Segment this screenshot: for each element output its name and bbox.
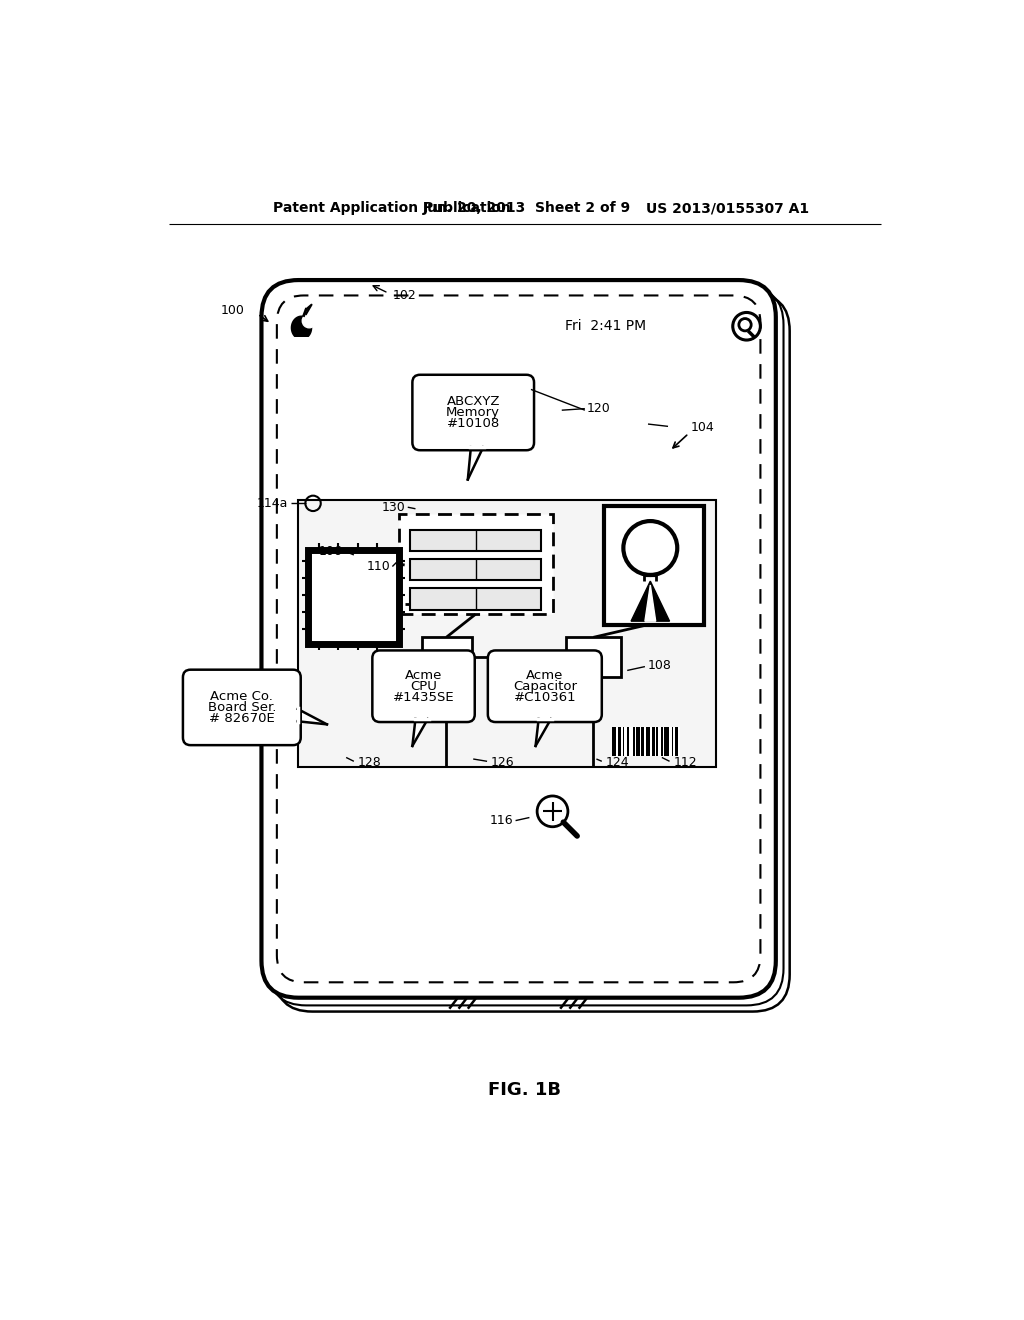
FancyBboxPatch shape (487, 651, 602, 722)
Bar (644, 726, 646, 756)
Text: FIG. 1B: FIG. 1B (488, 1081, 561, 1100)
Text: Fri  2:41 PM: Fri 2:41 PM (565, 319, 646, 333)
Text: 112: 112 (674, 756, 697, 770)
Text: 124: 124 (605, 756, 630, 770)
Bar (604, 506, 705, 626)
Bar (629, 726, 634, 756)
Bar (422, 638, 472, 677)
Bar (398, 513, 553, 614)
Circle shape (732, 312, 761, 341)
Text: Patent Application Publication: Patent Application Publication (273, 202, 511, 215)
Polygon shape (413, 719, 428, 746)
Bar (656, 726, 658, 756)
Bar (655, 726, 656, 756)
Text: Acme Co.: Acme Co. (210, 690, 273, 704)
Text: US 2013/0155307 A1: US 2013/0155307 A1 (646, 202, 810, 215)
Polygon shape (298, 709, 327, 725)
Bar (635, 726, 637, 756)
Text: Acme: Acme (526, 669, 563, 681)
Bar (621, 726, 623, 756)
Bar (641, 726, 644, 756)
FancyBboxPatch shape (413, 375, 535, 450)
Bar (291, 337, 312, 342)
Text: 104: 104 (690, 421, 714, 434)
Text: 106: 106 (318, 545, 342, 557)
Text: 120: 120 (587, 403, 610, 416)
Text: #10108: #10108 (446, 417, 500, 430)
FancyBboxPatch shape (183, 669, 301, 744)
Circle shape (302, 314, 316, 327)
Text: 110: 110 (367, 560, 390, 573)
Text: #1435SE: #1435SE (393, 690, 455, 704)
Text: 114a: 114a (257, 496, 289, 510)
Bar (674, 726, 675, 756)
Text: Acme: Acme (404, 669, 442, 681)
Bar (611, 726, 616, 756)
Text: Capacitor: Capacitor (513, 680, 577, 693)
Bar (662, 726, 663, 756)
Polygon shape (291, 315, 312, 341)
Bar (658, 726, 662, 756)
Bar (646, 726, 650, 756)
Bar (410, 558, 541, 581)
Text: 130: 130 (382, 500, 406, 513)
Bar (565, 638, 621, 677)
Text: 126: 126 (490, 756, 514, 770)
Bar (410, 589, 541, 610)
Bar (637, 726, 640, 756)
Bar (410, 529, 541, 552)
Bar (665, 726, 669, 756)
Text: #C10361: #C10361 (513, 690, 577, 704)
FancyBboxPatch shape (261, 280, 776, 998)
Bar (625, 726, 628, 756)
Text: 102: 102 (392, 289, 416, 302)
Text: Board Ser.: Board Ser. (208, 701, 276, 714)
Bar (652, 726, 655, 756)
Bar (628, 726, 629, 756)
Bar (634, 726, 635, 756)
Bar (678, 726, 680, 756)
Polygon shape (536, 719, 551, 746)
Text: CPU: CPU (410, 680, 437, 693)
Text: 128: 128 (357, 756, 382, 770)
Bar (672, 726, 674, 756)
Polygon shape (631, 581, 670, 622)
Bar (663, 726, 665, 756)
Text: 100: 100 (220, 304, 245, 317)
Polygon shape (468, 447, 483, 479)
Bar (617, 726, 621, 756)
Circle shape (735, 314, 758, 338)
Text: 116: 116 (489, 814, 513, 828)
Text: Jun. 20, 2013  Sheet 2 of 9: Jun. 20, 2013 Sheet 2 of 9 (423, 202, 631, 215)
Bar (675, 726, 678, 756)
Bar (298, 499, 716, 767)
Bar (640, 726, 641, 756)
Bar (669, 726, 672, 756)
Bar (307, 549, 398, 644)
Polygon shape (645, 585, 655, 622)
Text: # 82670E: # 82670E (209, 711, 274, 725)
Text: 108: 108 (648, 659, 672, 672)
Bar (623, 726, 625, 756)
Text: Memory: Memory (446, 407, 500, 418)
FancyBboxPatch shape (373, 651, 475, 722)
Bar (650, 726, 652, 756)
Text: ABCXYZ: ABCXYZ (446, 395, 500, 408)
Bar (616, 726, 617, 756)
